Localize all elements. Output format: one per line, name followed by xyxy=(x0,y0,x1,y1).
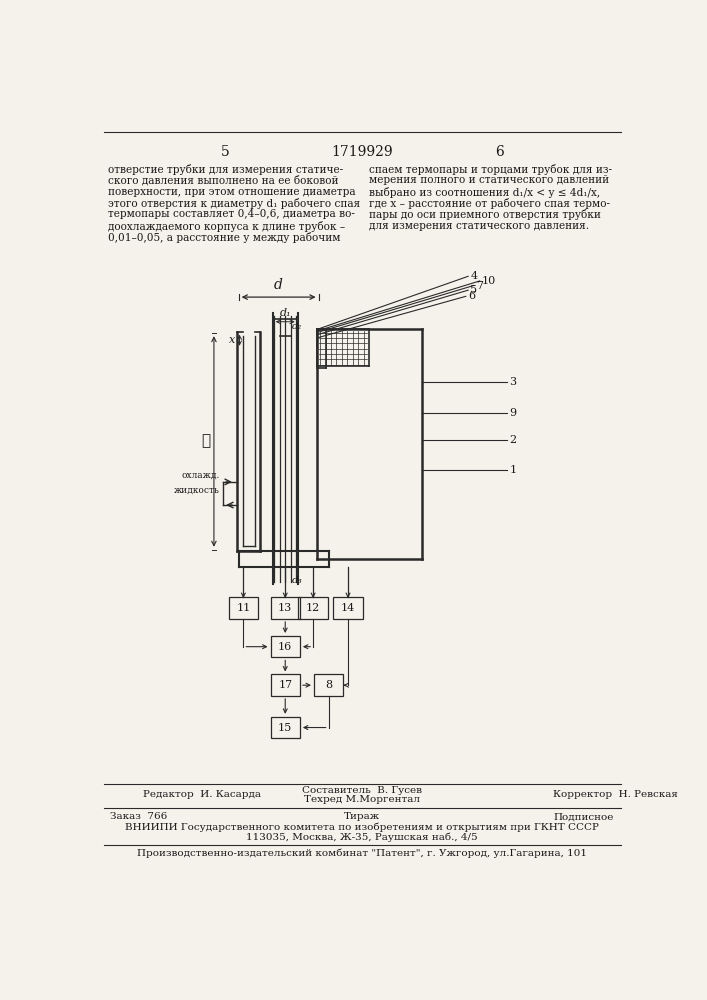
Text: отверстие трубки для измерения статиче-: отверстие трубки для измерения статиче- xyxy=(107,164,343,175)
Text: 1719929: 1719929 xyxy=(331,145,393,159)
Bar xyxy=(298,597,328,619)
Text: 8: 8 xyxy=(325,680,332,690)
Text: где x – расстояние от рабочего спая термо-: где x – расстояние от рабочего спая терм… xyxy=(369,198,610,209)
Text: Корректор  Н. Ревская: Корректор Н. Ревская xyxy=(554,790,678,799)
Text: ВНИИПИ Государственного комитета по изобретениям и открытиям при ГКНТ СССР: ВНИИПИ Государственного комитета по изоб… xyxy=(125,822,599,832)
Text: 7: 7 xyxy=(476,281,483,291)
Bar xyxy=(314,674,344,696)
Bar xyxy=(271,636,300,657)
Text: 12: 12 xyxy=(306,603,320,613)
Text: Заказ  766: Заказ 766 xyxy=(110,812,168,821)
Text: Техред М.Моргентал: Техред М.Моргентал xyxy=(304,795,420,804)
Text: 11: 11 xyxy=(236,603,250,613)
Text: 16: 16 xyxy=(278,642,293,652)
Text: 5: 5 xyxy=(221,145,229,159)
Text: 1: 1 xyxy=(509,465,516,475)
Text: Составитель  В. Гусев: Составитель В. Гусев xyxy=(302,786,422,795)
Text: охлажд.: охлажд. xyxy=(182,471,220,480)
Text: Тираж: Тираж xyxy=(344,812,380,821)
Text: доохлаждаемого корпуса к длине трубок –: доохлаждаемого корпуса к длине трубок – xyxy=(107,221,345,232)
Text: 9: 9 xyxy=(509,408,516,418)
Text: Производственно-издательский комбинат "Патент", г. Ужгород, ул.Гагарина, 101: Производственно-издательский комбинат "П… xyxy=(137,848,587,858)
Text: d: d xyxy=(274,278,283,292)
Bar xyxy=(271,717,300,738)
Text: поверхности, при этом отношение диаметра: поверхности, при этом отношение диаметра xyxy=(107,187,356,197)
Text: жидкость: жидкость xyxy=(174,486,220,495)
Text: 14: 14 xyxy=(341,603,355,613)
Text: ского давления выполнено на ее боковой: ского давления выполнено на ее боковой xyxy=(107,175,338,186)
Text: 6: 6 xyxy=(495,145,503,159)
Text: для измерения статического давления.: для измерения статического давления. xyxy=(369,221,589,231)
Text: 6: 6 xyxy=(468,291,475,301)
Bar xyxy=(228,597,258,619)
Text: 5: 5 xyxy=(470,285,477,295)
Text: 10: 10 xyxy=(482,276,496,286)
Bar xyxy=(271,674,300,696)
Text: ℓ: ℓ xyxy=(201,434,211,448)
Text: Редактор  И. Касарда: Редактор И. Касарда xyxy=(143,790,261,799)
Text: 4: 4 xyxy=(470,271,477,281)
Text: d₃: d₃ xyxy=(291,576,302,585)
Text: 13: 13 xyxy=(278,603,293,613)
Text: пары до оси приемного отверстия трубки: пары до оси приемного отверстия трубки xyxy=(369,209,601,220)
Text: термопары составляет 0,4–0,6, диаметра во-: термопары составляет 0,4–0,6, диаметра в… xyxy=(107,209,355,219)
Text: 113035, Москва, Ж-35, Раушская наб., 4/5: 113035, Москва, Ж-35, Раушская наб., 4/5 xyxy=(246,832,478,842)
Text: этого отверстия к диаметру d₁ рабочего спая: этого отверстия к диаметру d₁ рабочего с… xyxy=(107,198,360,209)
Text: x: x xyxy=(229,335,235,345)
Text: мерения полного и статического давлений: мерения полного и статического давлений xyxy=(369,175,609,185)
Text: 15: 15 xyxy=(278,723,293,733)
Text: спаем термопары и торцами трубок для из-: спаем термопары и торцами трубок для из- xyxy=(369,164,612,175)
Text: 17: 17 xyxy=(278,680,292,690)
Text: выбрано из соотношения d₁/x < y ≤ 4d₁/x,: выбрано из соотношения d₁/x < y ≤ 4d₁/x, xyxy=(369,187,600,198)
Text: d₁: d₁ xyxy=(279,308,291,318)
Bar xyxy=(333,597,363,619)
Text: 2: 2 xyxy=(509,435,516,445)
Text: 0,01–0,05, а расстояние у между рабочим: 0,01–0,05, а расстояние у между рабочим xyxy=(107,232,340,243)
Text: 3: 3 xyxy=(509,377,516,387)
Text: Подписное: Подписное xyxy=(554,812,614,821)
Bar xyxy=(271,597,300,619)
Text: d₂: d₂ xyxy=(292,322,303,331)
